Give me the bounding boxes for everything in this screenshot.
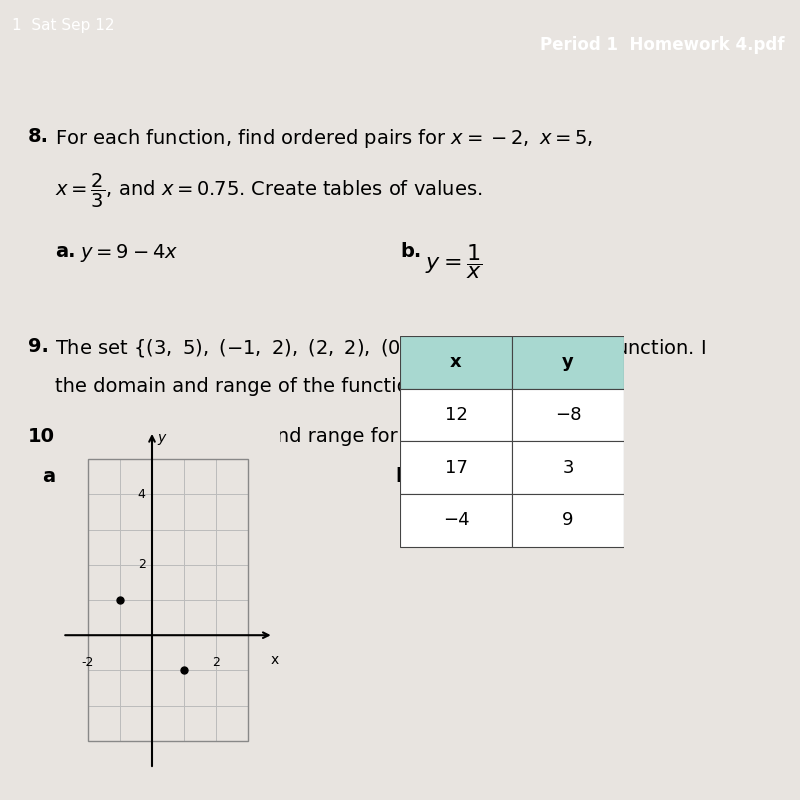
Text: 10.: 10. bbox=[28, 427, 62, 446]
Text: The set $\{(3,\ 5),\ (-1,\ 2),\ (2,\ 2),\ (0,\ -1)\}$ represents a function. I: The set $\{(3,\ 5),\ (-1,\ 2),\ (2,\ 2),… bbox=[55, 337, 706, 360]
Bar bbox=[512, 336, 624, 389]
Text: 9.: 9. bbox=[28, 337, 49, 356]
Text: 2: 2 bbox=[212, 656, 220, 670]
Text: 1  Sat Sep 12: 1 Sat Sep 12 bbox=[12, 18, 114, 33]
Text: 12: 12 bbox=[445, 406, 467, 424]
Text: x: x bbox=[271, 653, 279, 666]
Text: Period 1  Homework 4.pdf: Period 1 Homework 4.pdf bbox=[539, 36, 784, 54]
Bar bbox=[512, 442, 624, 494]
Text: 9: 9 bbox=[562, 511, 574, 530]
Text: b.: b. bbox=[400, 242, 422, 261]
Bar bbox=[400, 336, 512, 389]
Text: $y=9-4x$: $y=9-4x$ bbox=[80, 242, 178, 264]
Text: a.: a. bbox=[42, 467, 62, 486]
Bar bbox=[400, 442, 512, 494]
Text: Identify the domain and range for each function.: Identify the domain and range for each f… bbox=[68, 427, 543, 446]
Text: For each function, find ordered pairs for $x=-2,\ x=5,$: For each function, find ordered pairs fo… bbox=[55, 127, 593, 150]
Text: $y=\dfrac{1}{x}$: $y=\dfrac{1}{x}$ bbox=[425, 242, 482, 281]
Text: 2: 2 bbox=[138, 558, 146, 571]
Text: x: x bbox=[450, 354, 462, 371]
Text: 17: 17 bbox=[445, 458, 467, 477]
Text: 4: 4 bbox=[138, 488, 146, 501]
Bar bbox=[400, 389, 512, 442]
Bar bbox=[512, 389, 624, 442]
Text: −8: −8 bbox=[554, 406, 582, 424]
Text: 8.: 8. bbox=[28, 127, 49, 146]
Text: b.: b. bbox=[395, 467, 416, 486]
Bar bbox=[400, 494, 512, 546]
Text: y: y bbox=[148, 482, 159, 501]
Text: −4: −4 bbox=[442, 511, 470, 530]
Text: $x=\dfrac{2}{3}$, and $x=0.75$. Create tables of values.: $x=\dfrac{2}{3}$, and $x=0.75$. Create t… bbox=[55, 172, 482, 210]
Text: -2: -2 bbox=[82, 656, 94, 670]
Text: y: y bbox=[562, 354, 574, 371]
Text: y: y bbox=[158, 431, 166, 445]
Bar bbox=[512, 494, 624, 546]
Text: the domain and range of the function.: the domain and range of the function. bbox=[55, 377, 427, 396]
Bar bbox=[88, 459, 248, 741]
Text: a.: a. bbox=[55, 242, 75, 261]
Text: 3: 3 bbox=[562, 458, 574, 477]
